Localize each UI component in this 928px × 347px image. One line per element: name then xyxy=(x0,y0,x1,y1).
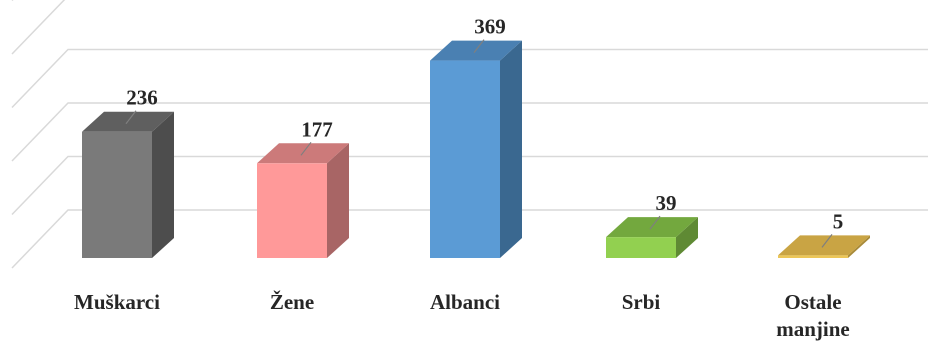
bar-side xyxy=(500,40,522,259)
bar-side xyxy=(152,111,174,259)
gridline xyxy=(11,0,66,55)
gridline xyxy=(11,102,928,162)
bar-side xyxy=(327,143,349,258)
leader-line xyxy=(473,39,485,53)
bar xyxy=(257,163,327,258)
bars xyxy=(82,40,870,259)
bar xyxy=(82,131,152,258)
gridline xyxy=(11,155,928,216)
bar-side xyxy=(676,217,698,258)
data-label: 39 xyxy=(656,191,677,215)
gridline xyxy=(11,0,14,2)
gridline xyxy=(11,48,928,109)
gridlines xyxy=(11,0,928,269)
data-label: 236 xyxy=(126,86,158,110)
category-label: Albanci xyxy=(430,290,500,314)
bar xyxy=(430,60,500,259)
data-label: 177 xyxy=(301,117,333,141)
category-label: Žene xyxy=(270,290,314,314)
leader-line xyxy=(821,233,833,248)
leader-line xyxy=(125,110,137,125)
category-label: Muškarci xyxy=(74,290,160,314)
data-label: 369 xyxy=(474,15,506,39)
gridline xyxy=(11,209,928,269)
bar xyxy=(606,237,676,258)
data-label: 5 xyxy=(833,209,844,233)
bar-side xyxy=(848,235,870,258)
bar xyxy=(778,255,848,258)
category-labels: Muškarci Žene Albanci Srbi Ostale manjine xyxy=(74,290,850,341)
data-labels: 236 177 369 39 5 xyxy=(125,15,844,248)
category-label: Srbi xyxy=(622,290,661,314)
category-label: Ostale xyxy=(784,290,841,314)
leader-line xyxy=(300,141,312,156)
category-label: manjine xyxy=(776,317,850,341)
leader-line xyxy=(649,215,661,230)
